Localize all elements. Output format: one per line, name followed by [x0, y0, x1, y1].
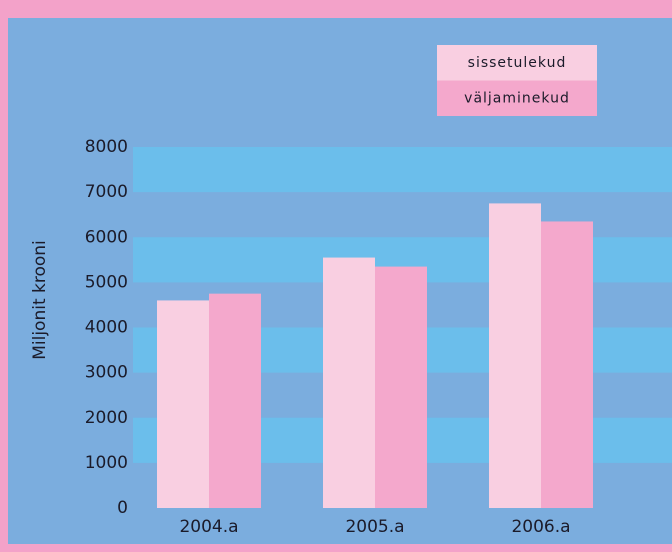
- y-tick-label: 0: [117, 498, 128, 518]
- y-tick-label: 5000: [85, 272, 128, 292]
- legend-swatch: [437, 45, 597, 81]
- legend-label: väljaminekud: [464, 91, 570, 107]
- bar: [323, 257, 375, 508]
- bar: [375, 266, 427, 508]
- y-tick-label: 3000: [85, 363, 128, 383]
- bar: [541, 221, 593, 509]
- bar: [489, 203, 541, 508]
- y-tick-label: 6000: [85, 227, 128, 247]
- bar: [209, 293, 261, 508]
- legend-label: sissetulekud: [468, 55, 567, 71]
- x-tick-label: 2005.a: [345, 517, 404, 537]
- legend-swatch: [437, 80, 597, 116]
- bar: [157, 300, 209, 508]
- y-tick-label: 2000: [85, 408, 128, 428]
- grid-band: [133, 147, 672, 193]
- x-tick-label: 2006.a: [511, 517, 570, 537]
- y-tick-label: 1000: [85, 453, 128, 473]
- y-tick-label: 7000: [85, 182, 128, 202]
- y-axis-label: Miljonit krooni: [30, 240, 50, 360]
- x-tick-label: 2004.a: [179, 517, 238, 537]
- y-tick-label: 4000: [85, 318, 128, 338]
- y-tick-label: 8000: [85, 137, 128, 157]
